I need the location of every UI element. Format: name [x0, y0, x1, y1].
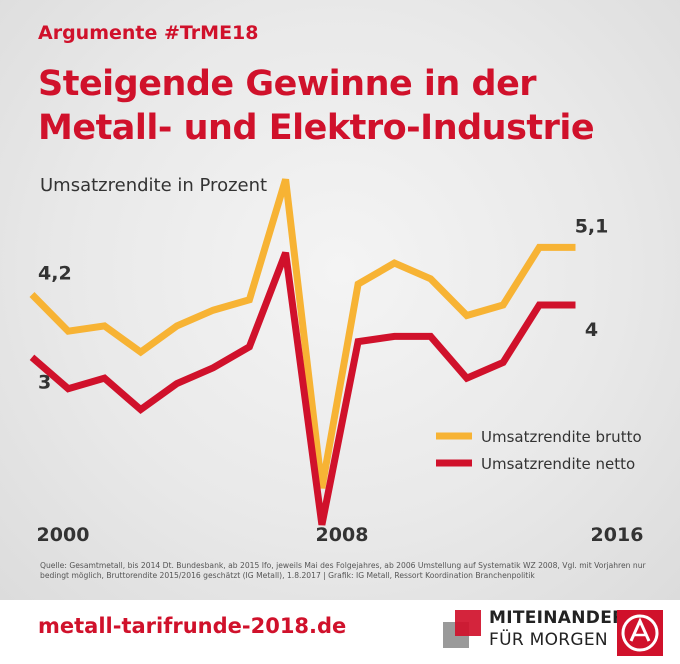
campaign-url-link[interactable]: metall-tarifrunde-2018.de	[38, 614, 347, 638]
data-label-3: 4	[585, 319, 598, 341]
chart-legend: Umsatzrendite brutto Umsatzrendite netto	[436, 428, 642, 473]
data-label-1: 3	[38, 371, 51, 393]
x-tick-label-2008: 2008	[316, 524, 369, 546]
x-tick-label-2000: 2000	[37, 524, 90, 546]
x-tick-label-2016: 2016	[591, 524, 644, 546]
series-line-netto	[29, 251, 576, 526]
series-line-brutto	[29, 178, 576, 489]
chart-subtitle: Umsatzrendite in Prozent	[40, 175, 268, 196]
chart-lines	[29, 178, 576, 526]
ig-metall-logo-icon	[617, 610, 663, 656]
motto-line-1: MITEINANDER	[489, 608, 626, 628]
source-note: Quelle: Gesamtmetall, bis 2014 Dt. Bunde…	[40, 561, 646, 580]
miteinander-logo: MITEINANDER FÜR MORGEN	[443, 606, 668, 658]
logo-red-square	[455, 610, 481, 636]
footer: metall-tarifrunde-2018.de MITEINANDER FÜ…	[0, 600, 680, 664]
infographic-card: Argumente #TrME18 Steigende Gewinne in d…	[0, 0, 680, 600]
chart-labels: 4,2 3 5,1 4	[38, 215, 608, 393]
campaign-tag: Argumente #TrME18	[38, 22, 259, 44]
x-axis-ticks: 2000 2008 2016	[37, 524, 644, 546]
legend-label-netto: Umsatzrendite netto	[481, 455, 635, 473]
line-chart: 4,2 3 5,1 4 2000 2008 2016 Umsatzrendite brut…	[29, 178, 644, 546]
legend-label-brutto: Umsatzrendite brutto	[481, 428, 642, 446]
motto-line-2: FÜR MORGEN	[489, 630, 608, 650]
data-label-0: 4,2	[38, 263, 72, 285]
page-title: Steigende Gewinne in der Metall- und Ele…	[38, 64, 595, 148]
data-label-2: 5,1	[575, 215, 609, 237]
